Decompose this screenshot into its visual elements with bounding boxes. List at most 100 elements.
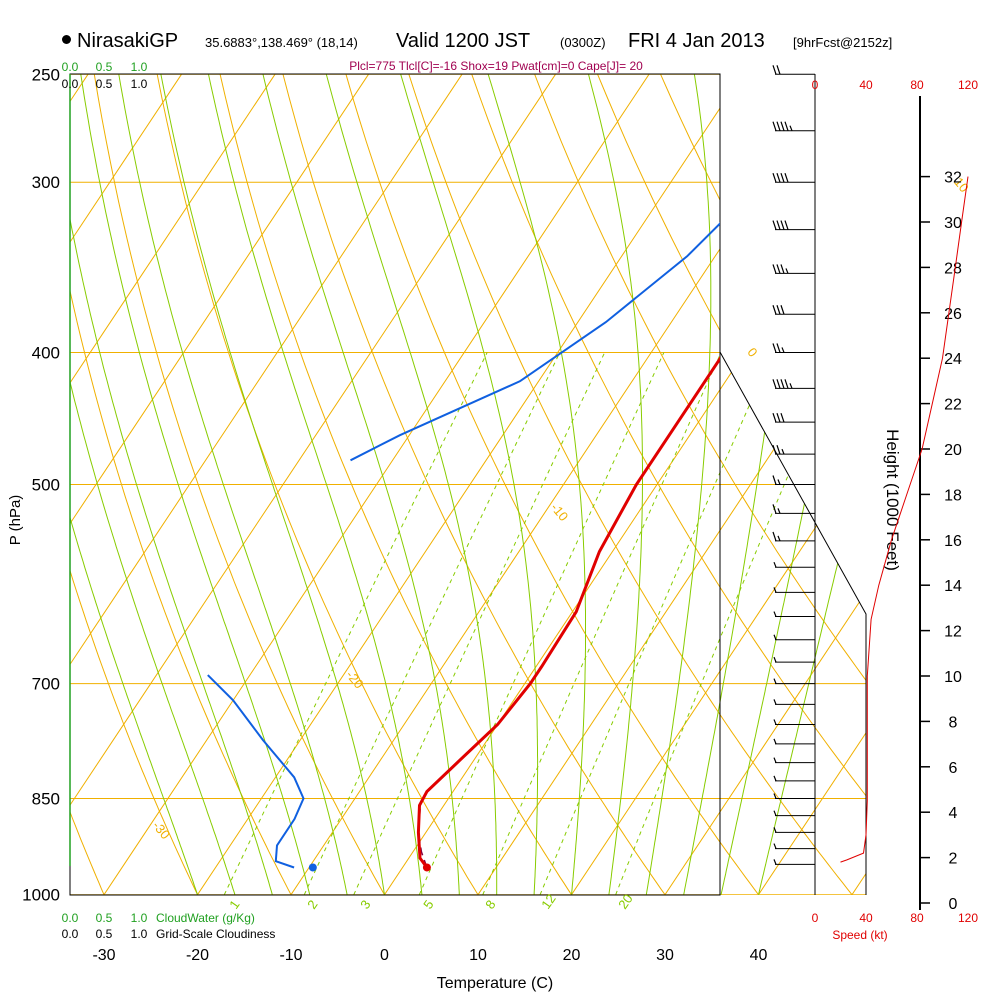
cloud-water-axis-label: CloudWater (g/Kg) bbox=[156, 911, 255, 925]
wind-barb-full bbox=[780, 220, 785, 230]
x-tick-label: 10 bbox=[469, 947, 487, 964]
wind-barb-half bbox=[773, 719, 777, 725]
x-tick-label: -10 bbox=[279, 947, 302, 964]
wind-barb-full bbox=[772, 475, 777, 485]
mixing-ratio-label: 2 bbox=[304, 897, 320, 912]
mixing-ratio-label: 5 bbox=[420, 897, 436, 912]
wind-barb-half bbox=[777, 535, 781, 542]
wind-speed-tick-top: 80 bbox=[910, 78, 924, 92]
wind-speed-profile bbox=[840, 176, 969, 863]
x-tick-label: -20 bbox=[186, 947, 209, 964]
isotherm-line bbox=[70, 74, 463, 895]
wind-barb-full bbox=[776, 65, 781, 75]
surface-temperature-marker bbox=[422, 863, 431, 872]
moist-adiabat-line bbox=[80, 74, 311, 895]
moist-adiabat-line bbox=[487, 74, 586, 895]
cloudiness-axis-label: Grid-Scale Cloudiness bbox=[156, 927, 275, 941]
pressure-tick-label: 850 bbox=[32, 790, 60, 809]
valid-utc: (0300Z) bbox=[560, 35, 606, 50]
wind-barb-full bbox=[780, 379, 785, 389]
wind-barb-half bbox=[773, 775, 777, 782]
wind-barb-half bbox=[773, 810, 777, 816]
wind-barb-full bbox=[776, 305, 781, 315]
cloudiness-tick-bottom: 0.5 bbox=[96, 927, 113, 941]
wind-barb-half bbox=[773, 611, 777, 617]
wind-barb-half bbox=[777, 508, 781, 514]
dry-adiabat-line bbox=[70, 74, 307, 895]
cloud-water-tick-top: 1.0 bbox=[131, 60, 148, 74]
station-name: NirasakiGP bbox=[77, 30, 179, 52]
valid-label: Valid 1200 JST bbox=[396, 30, 531, 52]
height-tick-label: 16 bbox=[944, 533, 962, 550]
moist-adiabat-line bbox=[325, 74, 498, 895]
isotherm-line bbox=[664, 74, 866, 895]
height-tick-label: 24 bbox=[944, 351, 962, 368]
wind-barb-full bbox=[772, 121, 777, 131]
wind-barb-half bbox=[773, 587, 777, 593]
cloud-water-tick-top: 0.0 bbox=[62, 60, 79, 74]
wind-barb-half bbox=[789, 383, 793, 389]
wind-speed-axis-label: Speed (kt) bbox=[832, 928, 887, 942]
wind-barb-half bbox=[773, 699, 777, 705]
pressure-tick-label: 1000 bbox=[22, 886, 60, 905]
isotherm-line bbox=[477, 74, 866, 895]
mixing-ratio-label: 8 bbox=[482, 897, 498, 912]
wind-barb-half bbox=[781, 347, 785, 353]
wind-barb-full bbox=[772, 444, 777, 455]
wind-barb-full bbox=[772, 531, 777, 542]
moist-adiabat-line bbox=[262, 74, 460, 895]
height-tick-label: 26 bbox=[944, 306, 962, 323]
height-tick-label: 22 bbox=[944, 397, 962, 414]
x-tick-label: 0 bbox=[380, 947, 389, 964]
station-coords: 35.6883°,138.469° (18,14) bbox=[205, 35, 358, 50]
wind-speed-tick-bottom: 0 bbox=[812, 911, 819, 925]
dry-adiabat-line bbox=[70, 74, 118, 895]
isotherm-label: 0 bbox=[744, 345, 760, 360]
wind-barb-full bbox=[780, 264, 785, 274]
dry-adiabat-line bbox=[400, 74, 866, 895]
temperature-profile bbox=[416, 356, 720, 869]
wind-barb-half bbox=[773, 738, 777, 745]
cloudiness-tick-bottom: 1.0 bbox=[131, 927, 148, 941]
pressure-tick-label: 400 bbox=[32, 343, 60, 362]
wind-barb-half bbox=[773, 678, 777, 684]
stability-indices: Plcl=775 Tlcl[C]=-16 Shox=19 Pwat[cm]=0 … bbox=[349, 59, 643, 73]
mixing-ratio-label: 20 bbox=[615, 891, 636, 911]
wind-barb-half bbox=[773, 843, 777, 849]
wind-barb-full bbox=[772, 65, 777, 75]
mixing-ratio-label: 3 bbox=[357, 897, 373, 912]
hodograph-boundary bbox=[719, 351, 867, 895]
wind-barb-half bbox=[773, 859, 777, 865]
dewpoint-profile-upper bbox=[350, 222, 720, 462]
wind-barb-full bbox=[772, 264, 777, 274]
wind-speed-tick-bottom: 120 bbox=[958, 911, 978, 925]
height-axis-label: Height (1000 Feet) bbox=[883, 429, 902, 571]
height-tick-label: 10 bbox=[944, 669, 962, 686]
dewpoint-profile-lower bbox=[207, 674, 305, 869]
wind-barb-full bbox=[776, 444, 781, 455]
pressure-tick-label: 500 bbox=[32, 476, 60, 495]
isotherm-line bbox=[851, 74, 866, 895]
mixing-ratio-line bbox=[418, 352, 665, 895]
wind-barb-half bbox=[785, 268, 789, 274]
station-bullet-icon bbox=[62, 35, 71, 45]
wind-barb-half bbox=[781, 448, 785, 455]
dry-adiabat-line bbox=[152, 74, 497, 895]
height-tick-label: 32 bbox=[944, 170, 962, 187]
cloudiness-tick-top: 0.0 bbox=[62, 77, 79, 91]
dry-adiabat-line bbox=[89, 74, 402, 895]
wind-barb-full bbox=[784, 379, 789, 389]
wind-barb-full bbox=[772, 412, 777, 423]
isotherm-line bbox=[758, 74, 866, 895]
x-axis-label: Temperature (C) bbox=[437, 975, 553, 992]
wind-barb-full bbox=[776, 264, 781, 274]
isotherm-line bbox=[197, 74, 743, 895]
height-tick-label: 6 bbox=[949, 760, 958, 777]
x-tick-label: 20 bbox=[563, 947, 581, 964]
moist-adiabat-line bbox=[70, 74, 273, 895]
wind-barb-full bbox=[772, 305, 777, 315]
profile-group bbox=[207, 222, 720, 869]
cloudiness-tick-top: 0.5 bbox=[96, 77, 113, 91]
valid-date: FRI 4 Jan 2013 bbox=[628, 30, 765, 52]
